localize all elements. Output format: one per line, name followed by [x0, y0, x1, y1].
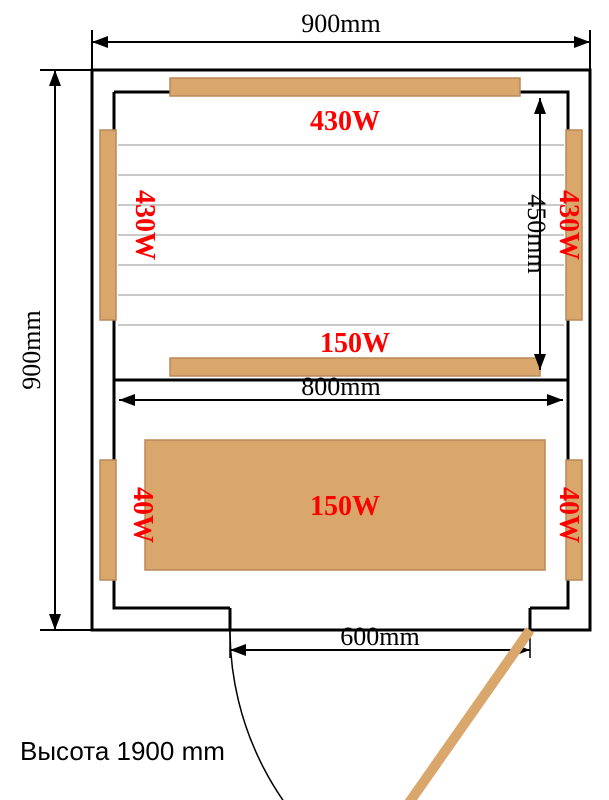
panel-top	[170, 78, 520, 96]
watt-left-upper: 430W	[129, 190, 160, 260]
watt-top: 430W	[310, 106, 380, 137]
door-leaf	[358, 630, 530, 800]
door-arc	[230, 630, 358, 800]
dim-left-label: 900mm	[17, 310, 46, 389]
panel-left-upper	[100, 130, 116, 320]
dim-450-label: 450mm	[522, 194, 551, 273]
watt-left-lower: 40W	[127, 487, 158, 543]
dim-800-label: 800mm	[301, 372, 380, 401]
watt-bench: 150W	[320, 328, 390, 359]
dim-600-label: 600mm	[340, 622, 419, 651]
panel-left-lower	[100, 460, 116, 580]
watt-right-upper: 430W	[553, 190, 584, 260]
watt-right-lower: 40W	[553, 487, 584, 543]
dim-top-label: 900mm	[301, 9, 380, 38]
height-note: Высота 1900 mm	[20, 736, 225, 766]
watt-floor: 150W	[310, 491, 380, 522]
sauna-plan-diagram: 900mm 900mm 430W 430W 430W 150W 150W 40W 40W 800m…	[0, 0, 609, 800]
